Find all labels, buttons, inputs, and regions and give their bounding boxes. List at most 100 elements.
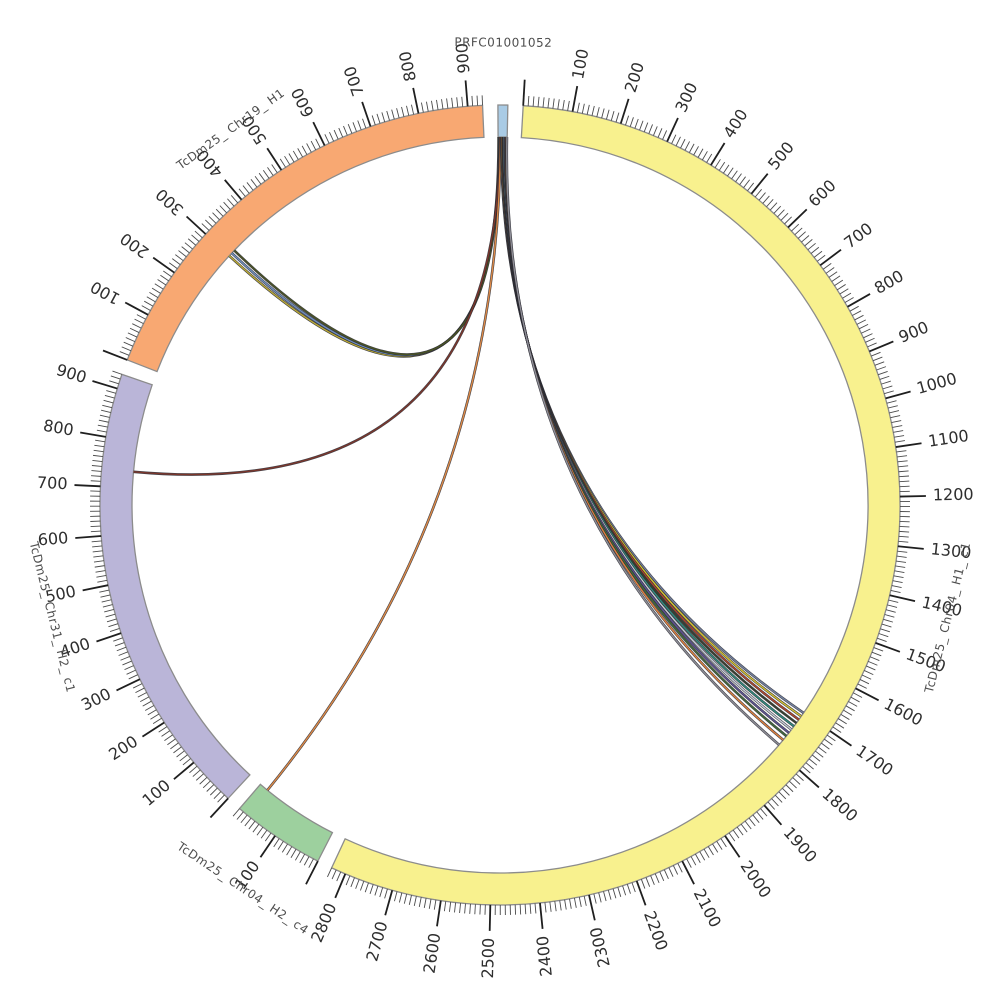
tick-label: 2700	[362, 919, 391, 963]
minor-tick	[731, 170, 738, 180]
minor-tick	[758, 192, 766, 201]
minor-tick	[99, 414, 110, 418]
minor-tick	[175, 254, 184, 262]
minor-tick	[880, 628, 891, 633]
minor-tick	[552, 98, 555, 109]
minor-tick	[677, 863, 683, 873]
minor-tick	[91, 470, 102, 472]
minor-tick	[898, 470, 909, 473]
minor-tick	[899, 525, 910, 528]
major-tick	[436, 900, 442, 927]
minor-tick	[238, 188, 246, 197]
minor-tick	[873, 647, 884, 652]
link-Chr31_H2	[133, 136, 501, 476]
tick-label: 800	[395, 49, 420, 83]
minor-tick	[640, 879, 646, 889]
minor-tick	[91, 465, 102, 467]
minor-tick	[625, 115, 630, 126]
minor-tick	[182, 758, 191, 766]
minor-tick	[122, 660, 132, 666]
minor-tick	[852, 310, 862, 316]
minor-tick	[714, 159, 721, 168]
minor-tick	[766, 198, 774, 208]
segment-band-Chr04_H2	[238, 783, 334, 862]
minor-tick	[113, 637, 123, 642]
minor-tick	[109, 380, 119, 385]
minor-tick	[108, 623, 119, 628]
minor-tick	[126, 669, 136, 675]
tick-label: 500	[764, 138, 798, 174]
minor-tick	[96, 574, 107, 578]
minor-tick	[315, 138, 321, 148]
minor-tick	[767, 801, 776, 810]
minor-tick	[401, 106, 405, 117]
minor-tick	[331, 869, 337, 880]
minor-tick	[171, 258, 181, 266]
minor-tick	[839, 288, 849, 295]
minor-tick	[850, 696, 860, 703]
minor-tick	[464, 903, 466, 914]
minor-tick	[95, 439, 106, 443]
minor-tick	[191, 234, 200, 242]
minor-tick	[398, 892, 403, 903]
minor-tick	[443, 901, 447, 912]
major-tick	[116, 678, 141, 692]
minor-tick	[882, 385, 893, 390]
minor-tick	[626, 884, 631, 894]
minor-tick	[650, 875, 655, 885]
minor-tick	[527, 95, 530, 107]
synteny-links	[133, 136, 805, 792]
minor-tick	[109, 628, 120, 632]
minor-tick	[735, 173, 742, 183]
minor-tick	[895, 560, 907, 563]
minor-tick	[96, 429, 107, 433]
minor-tick	[93, 555, 104, 558]
minor-tick	[168, 262, 178, 270]
tick-label: 300	[78, 684, 114, 714]
minor-tick	[451, 97, 454, 108]
minor-tick	[431, 100, 434, 111]
minor-tick	[386, 110, 390, 121]
minor-tick	[897, 455, 908, 458]
minor-tick	[256, 826, 264, 836]
minor-tick	[849, 305, 859, 312]
major-tick	[681, 860, 695, 885]
tick-label: 900	[54, 360, 89, 387]
minor-tick	[379, 887, 384, 898]
minor-tick	[413, 896, 417, 907]
major-tick	[384, 889, 394, 916]
minor-tick	[826, 734, 836, 742]
minor-tick	[454, 902, 457, 913]
minor-tick	[701, 151, 708, 161]
minor-tick	[728, 832, 736, 842]
minor-tick	[617, 887, 622, 897]
minor-tick	[90, 525, 101, 528]
major-tick	[209, 797, 229, 819]
minor-tick	[876, 366, 887, 371]
minor-tick	[154, 283, 164, 290]
minor-tick	[549, 901, 552, 912]
minor-tick	[743, 179, 751, 188]
minor-tick	[90, 530, 101, 533]
minor-tick	[297, 148, 304, 158]
minor-tick	[586, 104, 590, 115]
major-tick	[334, 873, 347, 899]
minor-tick	[884, 614, 895, 618]
minor-tick	[141, 305, 151, 311]
tick-label: 600	[37, 528, 69, 549]
minor-tick	[808, 758, 818, 766]
minor-tick	[723, 164, 730, 174]
major-tick	[750, 173, 769, 195]
minor-tick	[99, 589, 110, 593]
minor-tick	[780, 212, 789, 221]
minor-tick	[91, 475, 102, 477]
segment-label-Chr04_H1: TcDm25_ Chr04_ H1_ c1	[922, 541, 974, 696]
tick-label: 2400	[533, 935, 556, 977]
minor-tick	[816, 254, 826, 262]
minor-tick	[835, 722, 845, 729]
minor-tick	[727, 167, 734, 177]
minor-tick	[607, 889, 612, 900]
minor-tick	[121, 346, 132, 352]
minor-tick	[106, 390, 117, 394]
